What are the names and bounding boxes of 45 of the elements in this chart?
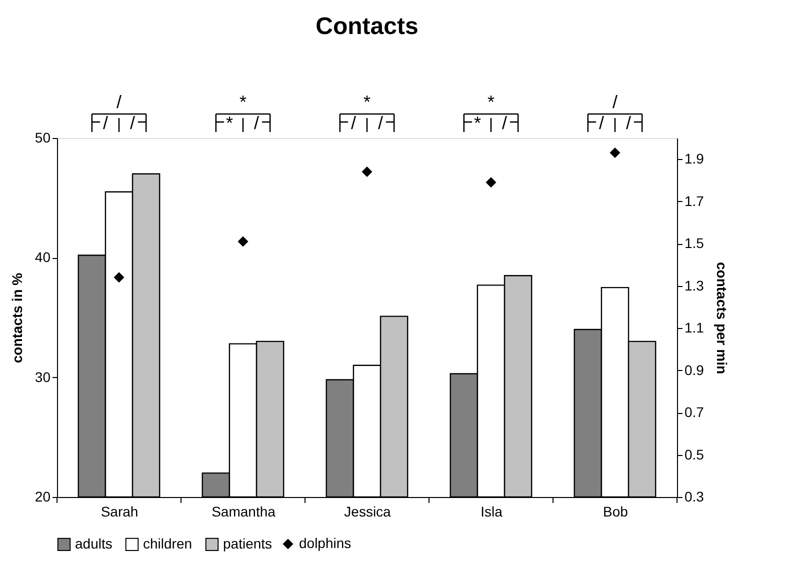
- x-tick-label: Isla: [480, 504, 503, 520]
- chart-title: Contacts: [316, 13, 418, 40]
- text: *: [487, 92, 495, 112]
- point: [486, 177, 496, 188]
- text: /: [116, 92, 122, 112]
- y2-tick-label: 1.7: [684, 192, 704, 209]
- y2-tick-label: 0.9: [684, 362, 704, 378]
- legend-label: dolphins: [299, 535, 352, 551]
- legend-label: adults: [75, 535, 112, 552]
- text: /: [350, 113, 356, 133]
- text: /: [598, 113, 604, 133]
- x-tick-label: Sarah: [100, 504, 138, 520]
- y2-tick-label: 0.5: [684, 446, 704, 462]
- text: /: [102, 113, 108, 133]
- point: [610, 148, 620, 158]
- text: *: [226, 113, 233, 133]
- text: /: [254, 113, 260, 133]
- text: /: [130, 113, 136, 133]
- point: [114, 272, 124, 283]
- y2-tick-label: 1.5: [684, 235, 704, 252]
- point: [238, 236, 248, 247]
- y-tick-label: 40: [34, 249, 51, 266]
- y-tick-label: 30: [34, 368, 51, 385]
- y2-tick-label: 1.9: [684, 150, 704, 167]
- y2-tick-label: 1.3: [684, 277, 704, 294]
- x-tick-label: Bob: [603, 504, 628, 520]
- y-tick-label: 20: [34, 488, 51, 504]
- legend-label: children: [143, 535, 192, 552]
- text: /: [502, 113, 508, 133]
- x-tick-label: Samantha: [212, 504, 276, 520]
- y2-axis-title: contacts per min: [714, 262, 730, 374]
- y-axis-title: contacts in %: [8, 272, 25, 364]
- legend-label: patients: [223, 535, 272, 552]
- x-tick-label: Jessica: [344, 504, 392, 520]
- text: /: [378, 113, 384, 133]
- point: [362, 166, 372, 178]
- text: *: [474, 113, 481, 133]
- y2-tick-label: 1.1: [684, 320, 704, 336]
- text: *: [363, 92, 371, 112]
- text: *: [239, 92, 247, 112]
- text: /: [626, 113, 632, 133]
- y2-tick-label: 0.7: [684, 404, 704, 420]
- y2-tick-label: 0.3: [684, 488, 704, 504]
- text: /: [612, 92, 618, 112]
- y-tick-label: 50: [34, 130, 51, 146]
